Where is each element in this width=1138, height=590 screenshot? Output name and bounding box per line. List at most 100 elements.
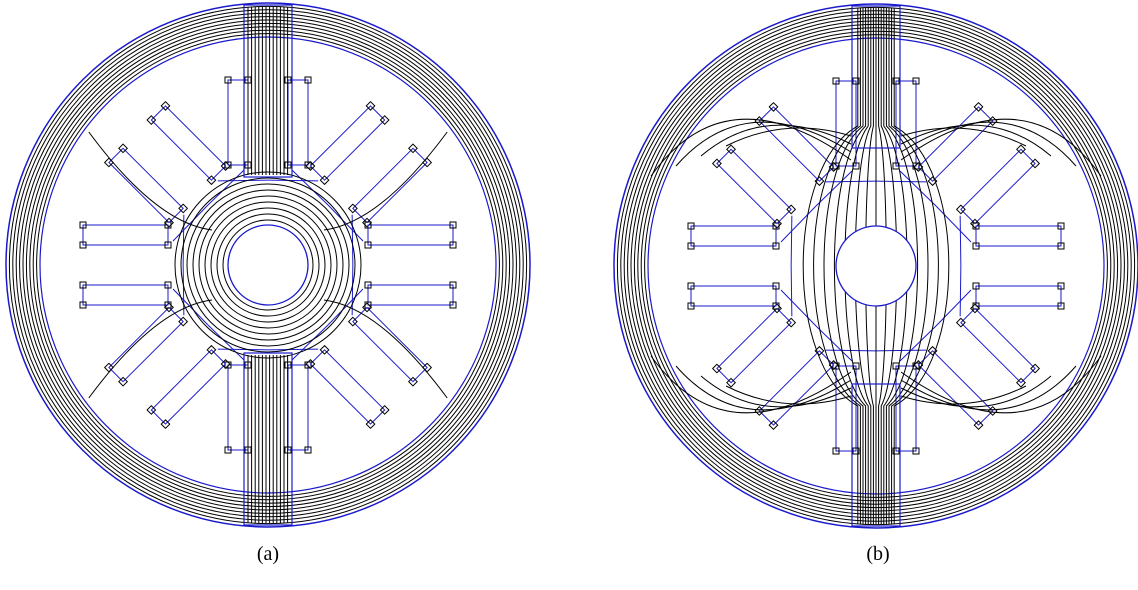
- node: [955, 204, 966, 215]
- node: [772, 302, 780, 310]
- pole-edge: [172, 204, 209, 242]
- node: [1057, 282, 1065, 290]
- node: [224, 446, 232, 454]
- flux-line: [888, 8, 929, 524]
- coil: [352, 147, 428, 224]
- flux-line: [900, 375, 1052, 408]
- flux-line: [823, 8, 864, 524]
- node: [79, 241, 87, 249]
- flux-line: [8, 5, 528, 525]
- node: [892, 447, 900, 455]
- pole-edge: [291, 169, 329, 206]
- pole-edge: [780, 205, 817, 243]
- node: [711, 363, 722, 374]
- stator-outline: [5, 2, 531, 528]
- node: [304, 446, 312, 454]
- flux-line: [216, 213, 320, 317]
- flux-line: [900, 355, 1102, 414]
- pole-edge: [267, 348, 319, 351]
- node: [972, 222, 980, 230]
- flux-line: [12, 9, 524, 521]
- shaft: [835, 225, 917, 307]
- flux-line: [88, 131, 213, 231]
- node: [449, 221, 457, 229]
- coil-group: [875, 101, 1041, 267]
- node: [786, 317, 797, 328]
- node: [973, 420, 984, 431]
- flux-line: [675, 365, 852, 411]
- node: [206, 175, 217, 186]
- pole-edge: [790, 215, 793, 267]
- node: [852, 77, 860, 85]
- pole-edge: [172, 288, 209, 326]
- node: [1030, 363, 1041, 374]
- pole-edge: [182, 214, 185, 266]
- node: [449, 281, 457, 289]
- flux-line: [15, 12, 521, 518]
- coil: [960, 307, 1036, 384]
- node: [164, 241, 172, 249]
- flux-line: [323, 299, 448, 399]
- pole-edge: [182, 264, 185, 316]
- flux-line: [192, 189, 344, 341]
- node: [687, 242, 695, 250]
- coil: [367, 284, 454, 306]
- node: [379, 405, 390, 415]
- node: [319, 175, 330, 186]
- node: [1057, 242, 1065, 250]
- node: [347, 316, 358, 327]
- coil: [917, 350, 994, 426]
- flux-line: [36, 33, 500, 497]
- coil: [108, 147, 184, 224]
- coil: [758, 106, 835, 182]
- pole-edge: [327, 288, 364, 326]
- flux-line: [725, 385, 852, 405]
- pole-edge: [899, 325, 937, 362]
- flux-line: [900, 127, 1027, 147]
- pole: [243, 352, 293, 526]
- pole-edge: [935, 289, 972, 327]
- node: [687, 282, 695, 290]
- pole: [851, 5, 901, 149]
- pole-edge: [780, 289, 817, 327]
- node: [224, 76, 232, 84]
- coil: [150, 349, 227, 425]
- node: [379, 115, 390, 125]
- node: [146, 405, 157, 415]
- coil: [108, 306, 184, 383]
- node: [772, 218, 782, 229]
- coil: [716, 148, 792, 225]
- node: [726, 377, 736, 388]
- flux-line: [725, 127, 852, 147]
- node: [772, 282, 780, 290]
- shaft: [227, 224, 309, 306]
- node: [164, 301, 172, 309]
- node: [1016, 377, 1026, 388]
- node: [362, 302, 372, 313]
- pole-edge: [207, 169, 245, 206]
- node: [79, 301, 87, 309]
- node: [772, 242, 780, 250]
- node: [79, 281, 87, 289]
- pole-edge: [267, 179, 319, 182]
- node: [1016, 144, 1026, 155]
- flux-line: [900, 385, 1027, 405]
- coil: [309, 105, 386, 181]
- node: [164, 281, 172, 289]
- pole-edge: [815, 325, 853, 362]
- flux-line: [180, 177, 356, 353]
- node: [220, 359, 231, 369]
- node: [364, 281, 372, 289]
- node: [319, 344, 330, 355]
- coil-group: [935, 205, 1065, 327]
- coil: [975, 225, 1062, 247]
- stator-outline: [613, 3, 1138, 529]
- node: [972, 242, 980, 250]
- node: [347, 203, 358, 214]
- field-plot-b: [613, 3, 1138, 529]
- coil-group: [79, 204, 209, 326]
- node: [711, 158, 722, 169]
- node: [408, 143, 418, 154]
- flux-line: [210, 207, 326, 323]
